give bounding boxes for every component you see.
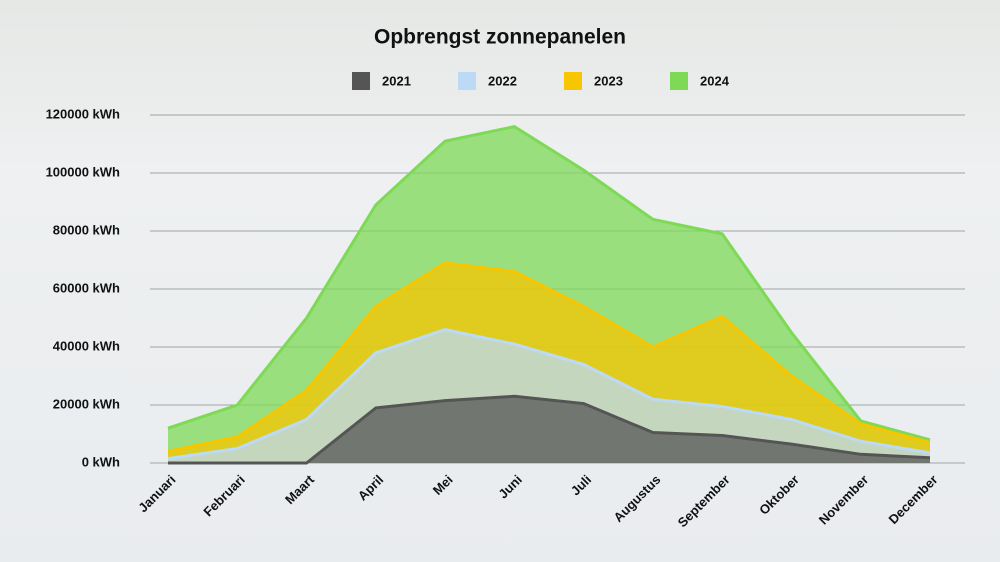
y-tick-label: 120000 kWh [46, 106, 120, 121]
legend-swatch [670, 72, 688, 90]
legend-label: 2024 [700, 73, 730, 88]
y-tick-label: 80000 kWh [53, 222, 120, 237]
y-tick-label: 60000 kWh [53, 280, 120, 295]
line [168, 394, 931, 465]
chart-title: Opbrengst zonnepanelen [374, 26, 626, 49]
line [167, 261, 931, 453]
line [167, 328, 931, 461]
y-tick-label: 0 kWh [82, 454, 120, 469]
line [167, 125, 931, 442]
legend-swatch [352, 72, 370, 90]
legend-swatch [458, 72, 476, 90]
y-tick-label: 40000 kWh [53, 338, 120, 353]
y-tick-label: 100000 kWh [46, 164, 120, 179]
legend-label: 2021 [382, 73, 411, 88]
y-tick-label: 20000 kWh [53, 396, 120, 411]
legend-label: 2022 [488, 73, 517, 88]
area [168, 396, 930, 463]
legend-swatch [564, 72, 582, 90]
legend-label: 2023 [594, 73, 623, 88]
